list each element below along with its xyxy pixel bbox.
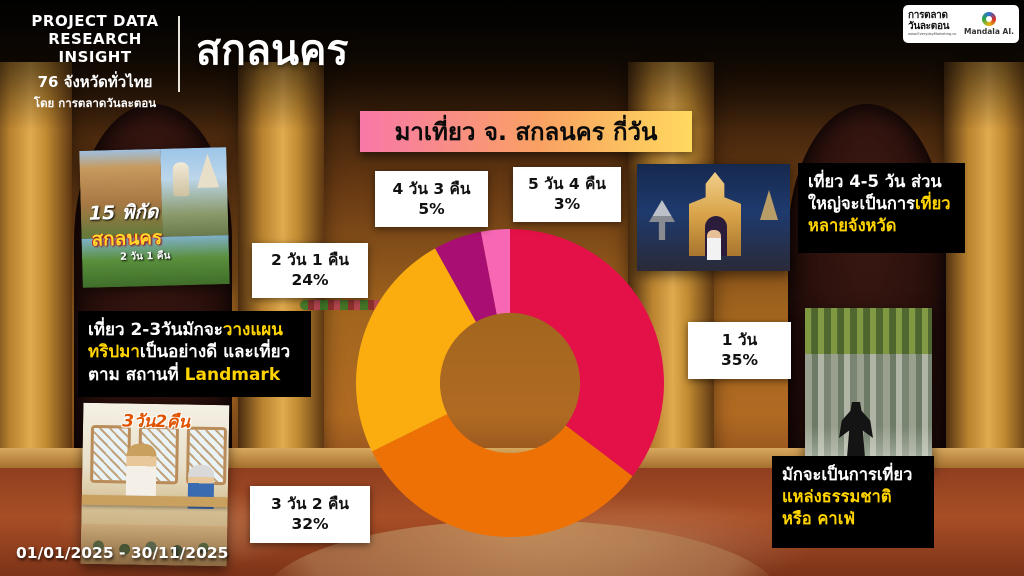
annotation-text-highlight: เที่ยวหลายจังหวัด — [808, 193, 951, 235]
chart-label-percent: 32% — [291, 515, 329, 534]
pottery-shop-photo: 3วัน2คืน — [80, 402, 230, 567]
chart-label-4d3n: 4 วัน 3 คืน 5% — [375, 171, 488, 227]
collage-attractions-photo: 15 พิกัด สกลนคร 2 วัน 1 คืน — [79, 147, 230, 288]
annotation-nature-cafe: มักจะเป็นการเที่ยว แหล่งธรรมชาติ หรือ คา… — [772, 456, 934, 548]
waterfall-photo — [805, 308, 932, 470]
chart-label-5d4n: 5 วัน 4 คืน 3% — [513, 167, 621, 222]
donut-segment-4 — [435, 231, 497, 322]
annotation-text: มักจะเป็นการเที่ยว — [782, 465, 913, 484]
project-line1: PROJECT DATA — [31, 12, 159, 30]
chart-label-text: 5 วัน 4 คืน — [527, 175, 607, 194]
tourist-figure — [707, 230, 721, 260]
project-header: PROJECT DATA RESEARCH INSIGHT 76 จังหวัด… — [16, 12, 174, 113]
background-column — [944, 62, 1024, 482]
chedi-icon — [760, 190, 778, 220]
annotation-text-highlight: แหล่งธรรมชาติ หรือ คาเฟ่ — [782, 486, 892, 528]
date-range: 01/01/2025 - 30/11/2025 — [16, 544, 229, 562]
background-top-shade — [0, 0, 1024, 130]
everyday-marketing-url: www.EverydayMarketing.co — [908, 32, 957, 37]
collage-caption-3: 2 วัน 1 คืน — [119, 250, 171, 263]
chart-label-text: 1 วัน — [721, 331, 758, 350]
donut-segment-5 — [480, 229, 510, 315]
potter-figure — [125, 443, 157, 501]
annotation-text: เป็นอย่างดี และเที่ยวตาม สถานที่ — [88, 342, 291, 385]
background-column — [0, 62, 72, 482]
donut-segment-3 — [356, 248, 476, 452]
chart-label-1d: 1 วัน 35% — [688, 322, 791, 379]
donut-segment-2 — [372, 414, 633, 537]
annotation-text-highlight: Landmark — [184, 364, 281, 385]
annotation-text: เที่ยว 4-5 วัน ส่วนใหญ่จะเป็นการ — [808, 172, 942, 213]
donut-chart — [355, 228, 665, 538]
pagoda-icon — [196, 153, 220, 188]
annotation-text-highlight: วางแผนทริปมา — [88, 320, 283, 363]
chart-label-text: 3 วัน 2 คืน — [270, 495, 350, 514]
chart-label-3d2n: 3 วัน 2 คืน 32% — [250, 486, 370, 543]
project-line3: 76 จังหวัดทั่วไทย — [37, 73, 153, 91]
annotation-text: เที่ยว 2-3วันมักจะ — [88, 320, 223, 340]
mandala-ai-label: Mandala AI. — [964, 27, 1014, 36]
everyday-marketing-line2: วันละตอน — [908, 20, 950, 32]
everyday-marketing-logo: การตลาด วันละตอน www.EverydayMarketing.c… — [908, 11, 956, 37]
chart-label-text: 4 วัน 3 คืน — [392, 179, 471, 198]
annotation-trip-2-3-days: เที่ยว 2-3วันมักจะวางแผนทริปมาเป็นอย่างด… — [78, 311, 311, 397]
logo-box: การตลาด วันละตอน www.EverydayMarketing.c… — [903, 5, 1019, 43]
chart-label-percent: 35% — [720, 351, 759, 370]
temple-night-photo — [637, 164, 790, 271]
pottery-caption: 3วัน2คืน — [121, 411, 191, 433]
everyday-marketing-line1: การตลาด — [908, 10, 948, 22]
chart-title: มาเที่ยว จ. สกลนคร กี่วัน — [394, 118, 658, 146]
chart-label-2d1n: 2 วัน 1 คืน 24% — [252, 243, 368, 298]
donut-segment-1 — [510, 229, 664, 477]
annotation-trip-4-5-days: เที่ยว 4-5 วัน ส่วนใหญ่จะเป็นการเที่ยวหล… — [798, 163, 965, 253]
waterfall-moss — [805, 308, 932, 354]
mandala-ai-logo: Mandala AI. — [964, 12, 1014, 36]
lion-statue-icon — [172, 162, 190, 197]
mandala-eye-icon — [982, 12, 996, 26]
chart-label-percent: 24% — [291, 271, 329, 290]
donut-chart-svg — [356, 229, 664, 537]
chart-label-percent: 3% — [553, 195, 581, 214]
chart-title-banner: มาเที่ยว จ. สกลนคร กี่วัน — [360, 111, 692, 152]
project-line2: RESEARCH INSIGHT — [48, 30, 142, 66]
project-line4: โดย การตลาดวันละตอน — [33, 96, 157, 110]
chart-label-text: 2 วัน 1 คืน — [270, 251, 350, 270]
page-title: สกลนคร — [196, 26, 349, 74]
chart-label-percent: 5% — [418, 199, 445, 218]
header-divider — [178, 16, 180, 92]
